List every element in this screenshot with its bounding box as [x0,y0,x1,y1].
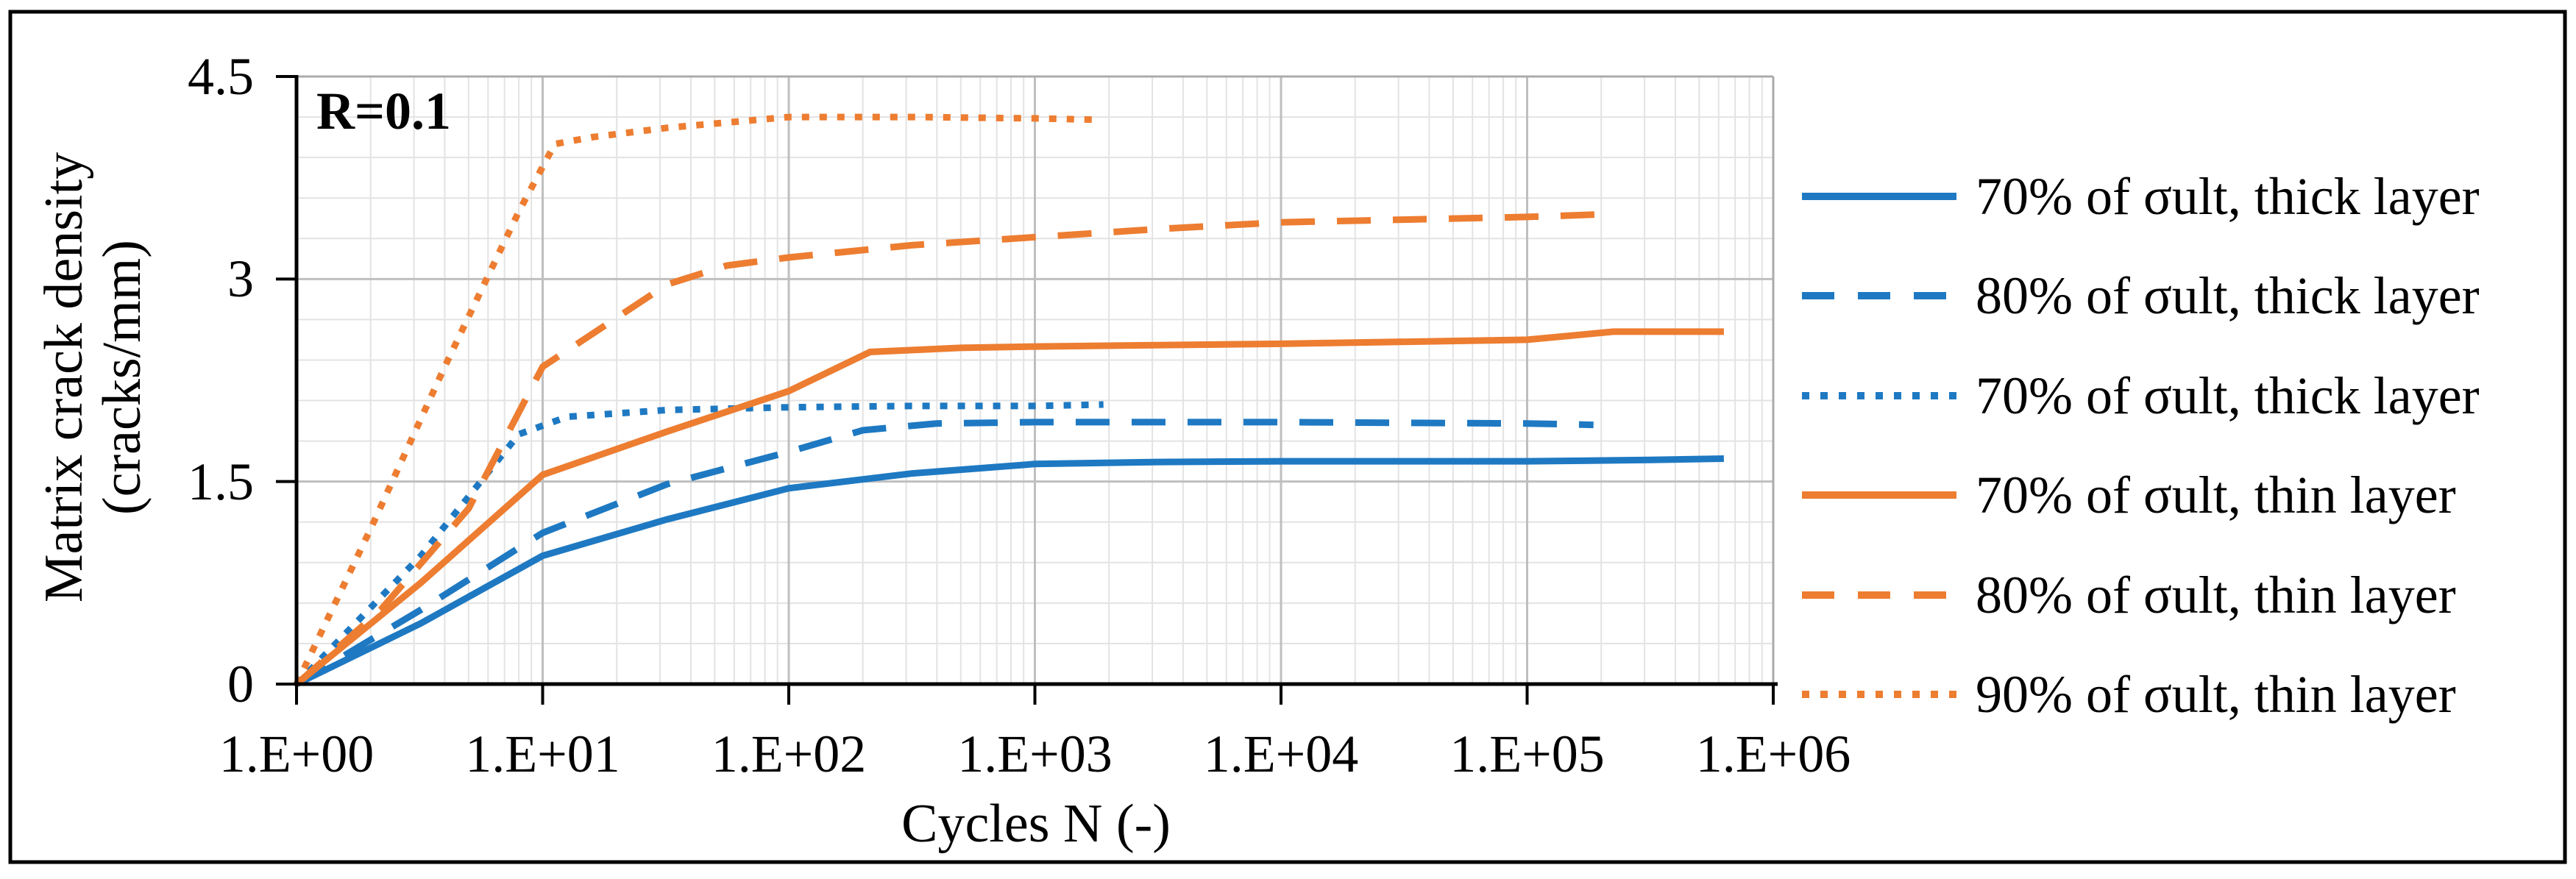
legend-item-label: 70% of σult, thick layer [1976,366,2480,425]
axes [276,75,1778,705]
series-line-0 [295,455,1724,688]
y-tick-label: 4.5 [188,47,254,106]
x-axis-title: Cycles N (-) [901,794,1171,854]
series-line-2 [294,401,1104,687]
legend-key-dashed-line [1802,292,1956,300]
x-tick-label: 1.E+03 [957,725,1113,783]
y-tick-label: 1.5 [188,452,254,511]
r-ratio-annotation: R=0.1 [316,82,452,140]
legend-item: 70% of σult, thick layer [1800,163,2558,230]
legend-key-dotted-line [1802,391,1956,399]
x-tick-label: 1.E+06 [1695,725,1851,783]
series-line-4 [294,210,1607,687]
legend-key-dotted-line [1802,691,1956,698]
y-tick-label: 3 [227,249,254,309]
legend-key-solid-line [1802,193,1956,200]
series-line-5 [293,113,1095,686]
legend-item: 70% of σult, thin layer [1800,461,2558,529]
y-tick-label: 0 [227,655,254,713]
gridlines-major [297,75,1775,684]
legend-item: 80% of σult, thin layer [1800,561,2558,629]
x-tick-label: 1.E+01 [465,725,620,783]
y-axis-title-line1: Matrix crack density [34,152,94,603]
legend-item: 70% of σult, thick layer [1800,362,2558,430]
legend-item-label: 80% of σult, thick layer [1976,266,2480,326]
legend-item-label: 80% of σult, thin layer [1976,565,2456,624]
x-tick-label: 1.E+02 [711,725,867,783]
legend-item: 90% of σult, thin layer [1800,661,2558,728]
legend-item: 80% of σult, thick layer [1800,262,2558,330]
series-line-3 [294,328,1724,687]
legend-item-label: 70% of σult, thin layer [1976,466,2456,525]
legend-key-dashed-line [1802,591,1956,599]
x-tick-label: 1.E+04 [1203,725,1359,783]
legend-item-label: 90% of σult, thin layer [1976,665,2456,724]
legend-key-solid-line [1802,491,1956,499]
series-line-1 [294,419,1594,687]
x-tick-label: 1.E+05 [1450,725,1605,783]
legend-item-label: 70% of σult, thick layer [1976,167,2480,226]
figure-frame [8,10,2567,864]
x-tick-label: 1.E+00 [219,725,375,783]
